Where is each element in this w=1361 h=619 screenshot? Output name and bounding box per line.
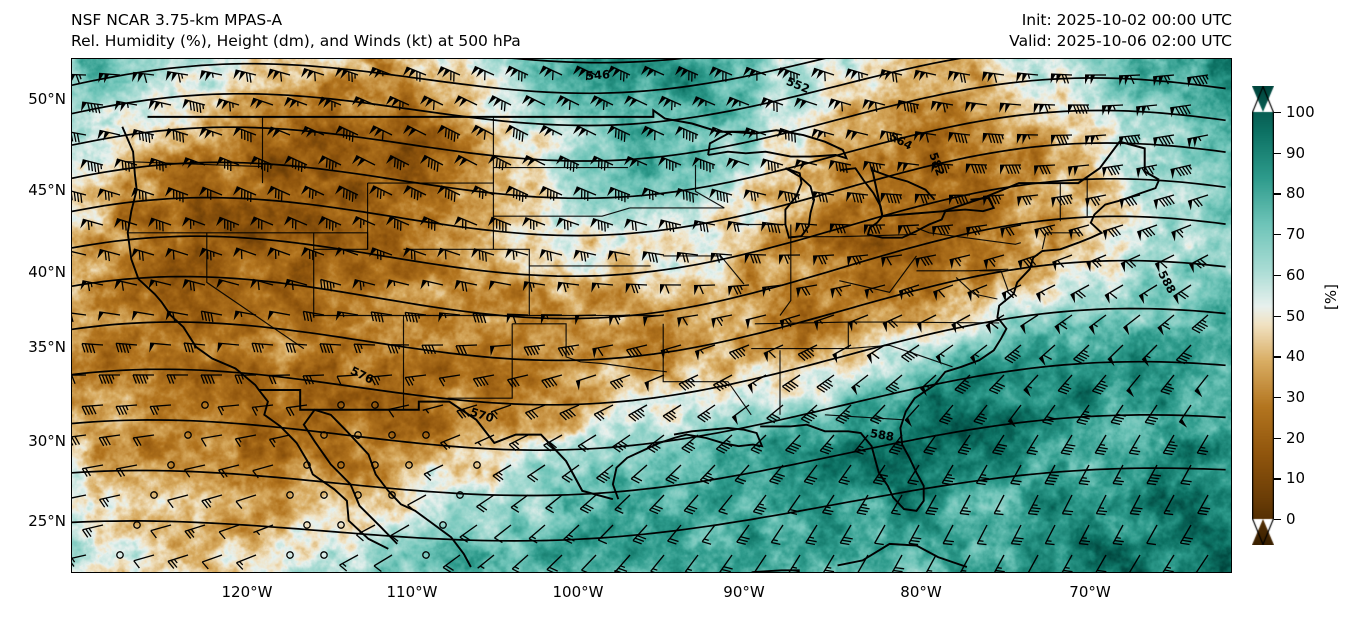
y-axis-tick-label: 30°N xyxy=(28,432,66,450)
colorbar-tick xyxy=(1274,234,1281,236)
x-axis-tick-label: 110°W xyxy=(386,583,438,601)
colorbar-tick-label: 0 xyxy=(1286,510,1296,528)
model-title: NSF NCAR 3.75-km MPAS-A xyxy=(71,11,283,29)
x-axis-tick-label: 100°W xyxy=(552,583,604,601)
colorbar-tick-label: 100 xyxy=(1286,103,1315,121)
colorbar-tick-label: 20 xyxy=(1286,428,1306,447)
colorbar-tick xyxy=(1274,274,1281,277)
humidity-shading-layer xyxy=(72,59,1231,572)
y-axis-tick-label: 40°N xyxy=(28,263,66,281)
y-axis-tick-label: 25°N xyxy=(28,512,66,530)
map-plot-area[interactable] xyxy=(71,58,1232,573)
colorbar-tick xyxy=(1274,193,1281,195)
colorbar-tick-label: 30 xyxy=(1286,387,1306,406)
colorbar-tick xyxy=(1274,396,1281,399)
colorbar-tick xyxy=(1274,152,1281,155)
x-axis-tick-label: 120°W xyxy=(221,583,273,601)
colorbar-tick-label: 80 xyxy=(1286,184,1306,203)
colorbar-tick xyxy=(1274,112,1281,114)
colorbar-tick xyxy=(1274,315,1281,317)
colorbar-tick-label: 40 xyxy=(1286,347,1306,366)
colorbar-tick xyxy=(1274,478,1281,480)
colorbar-tick-label: 60 xyxy=(1286,265,1306,284)
field-description: Rel. Humidity (%), Height (dm), and Wind… xyxy=(71,32,521,50)
colorbar-tick xyxy=(1274,356,1281,358)
y-axis-tick-label: 45°N xyxy=(28,181,66,199)
colorbar-tick-label: 10 xyxy=(1286,469,1306,488)
y-axis-tick-label: 50°N xyxy=(28,90,66,108)
x-axis-tick-label: 90°W xyxy=(723,583,765,601)
colorbar[interactable] xyxy=(1252,86,1274,545)
colorbar-tick-label: 50 xyxy=(1286,306,1306,325)
y-axis-tick-label: 35°N xyxy=(28,338,66,356)
colorbar-tick-label: 70 xyxy=(1286,225,1306,244)
height-contour-label: 546 xyxy=(585,67,611,83)
init-time-label: Init: 2025-10-02 00:00 UTC xyxy=(1021,11,1232,29)
x-axis-tick-label: 80°W xyxy=(900,583,942,601)
colorbar-tick-label: 90 xyxy=(1286,143,1306,162)
colorbar-gradient xyxy=(1252,86,1274,545)
colorbar-tick xyxy=(1274,519,1281,521)
x-axis-tick-label: 70°W xyxy=(1069,583,1111,601)
colorbar-unit-label: [%] xyxy=(1322,284,1340,310)
valid-time-label: Valid: 2025-10-06 02:00 UTC xyxy=(1009,32,1232,50)
colorbar-tick xyxy=(1274,437,1281,439)
